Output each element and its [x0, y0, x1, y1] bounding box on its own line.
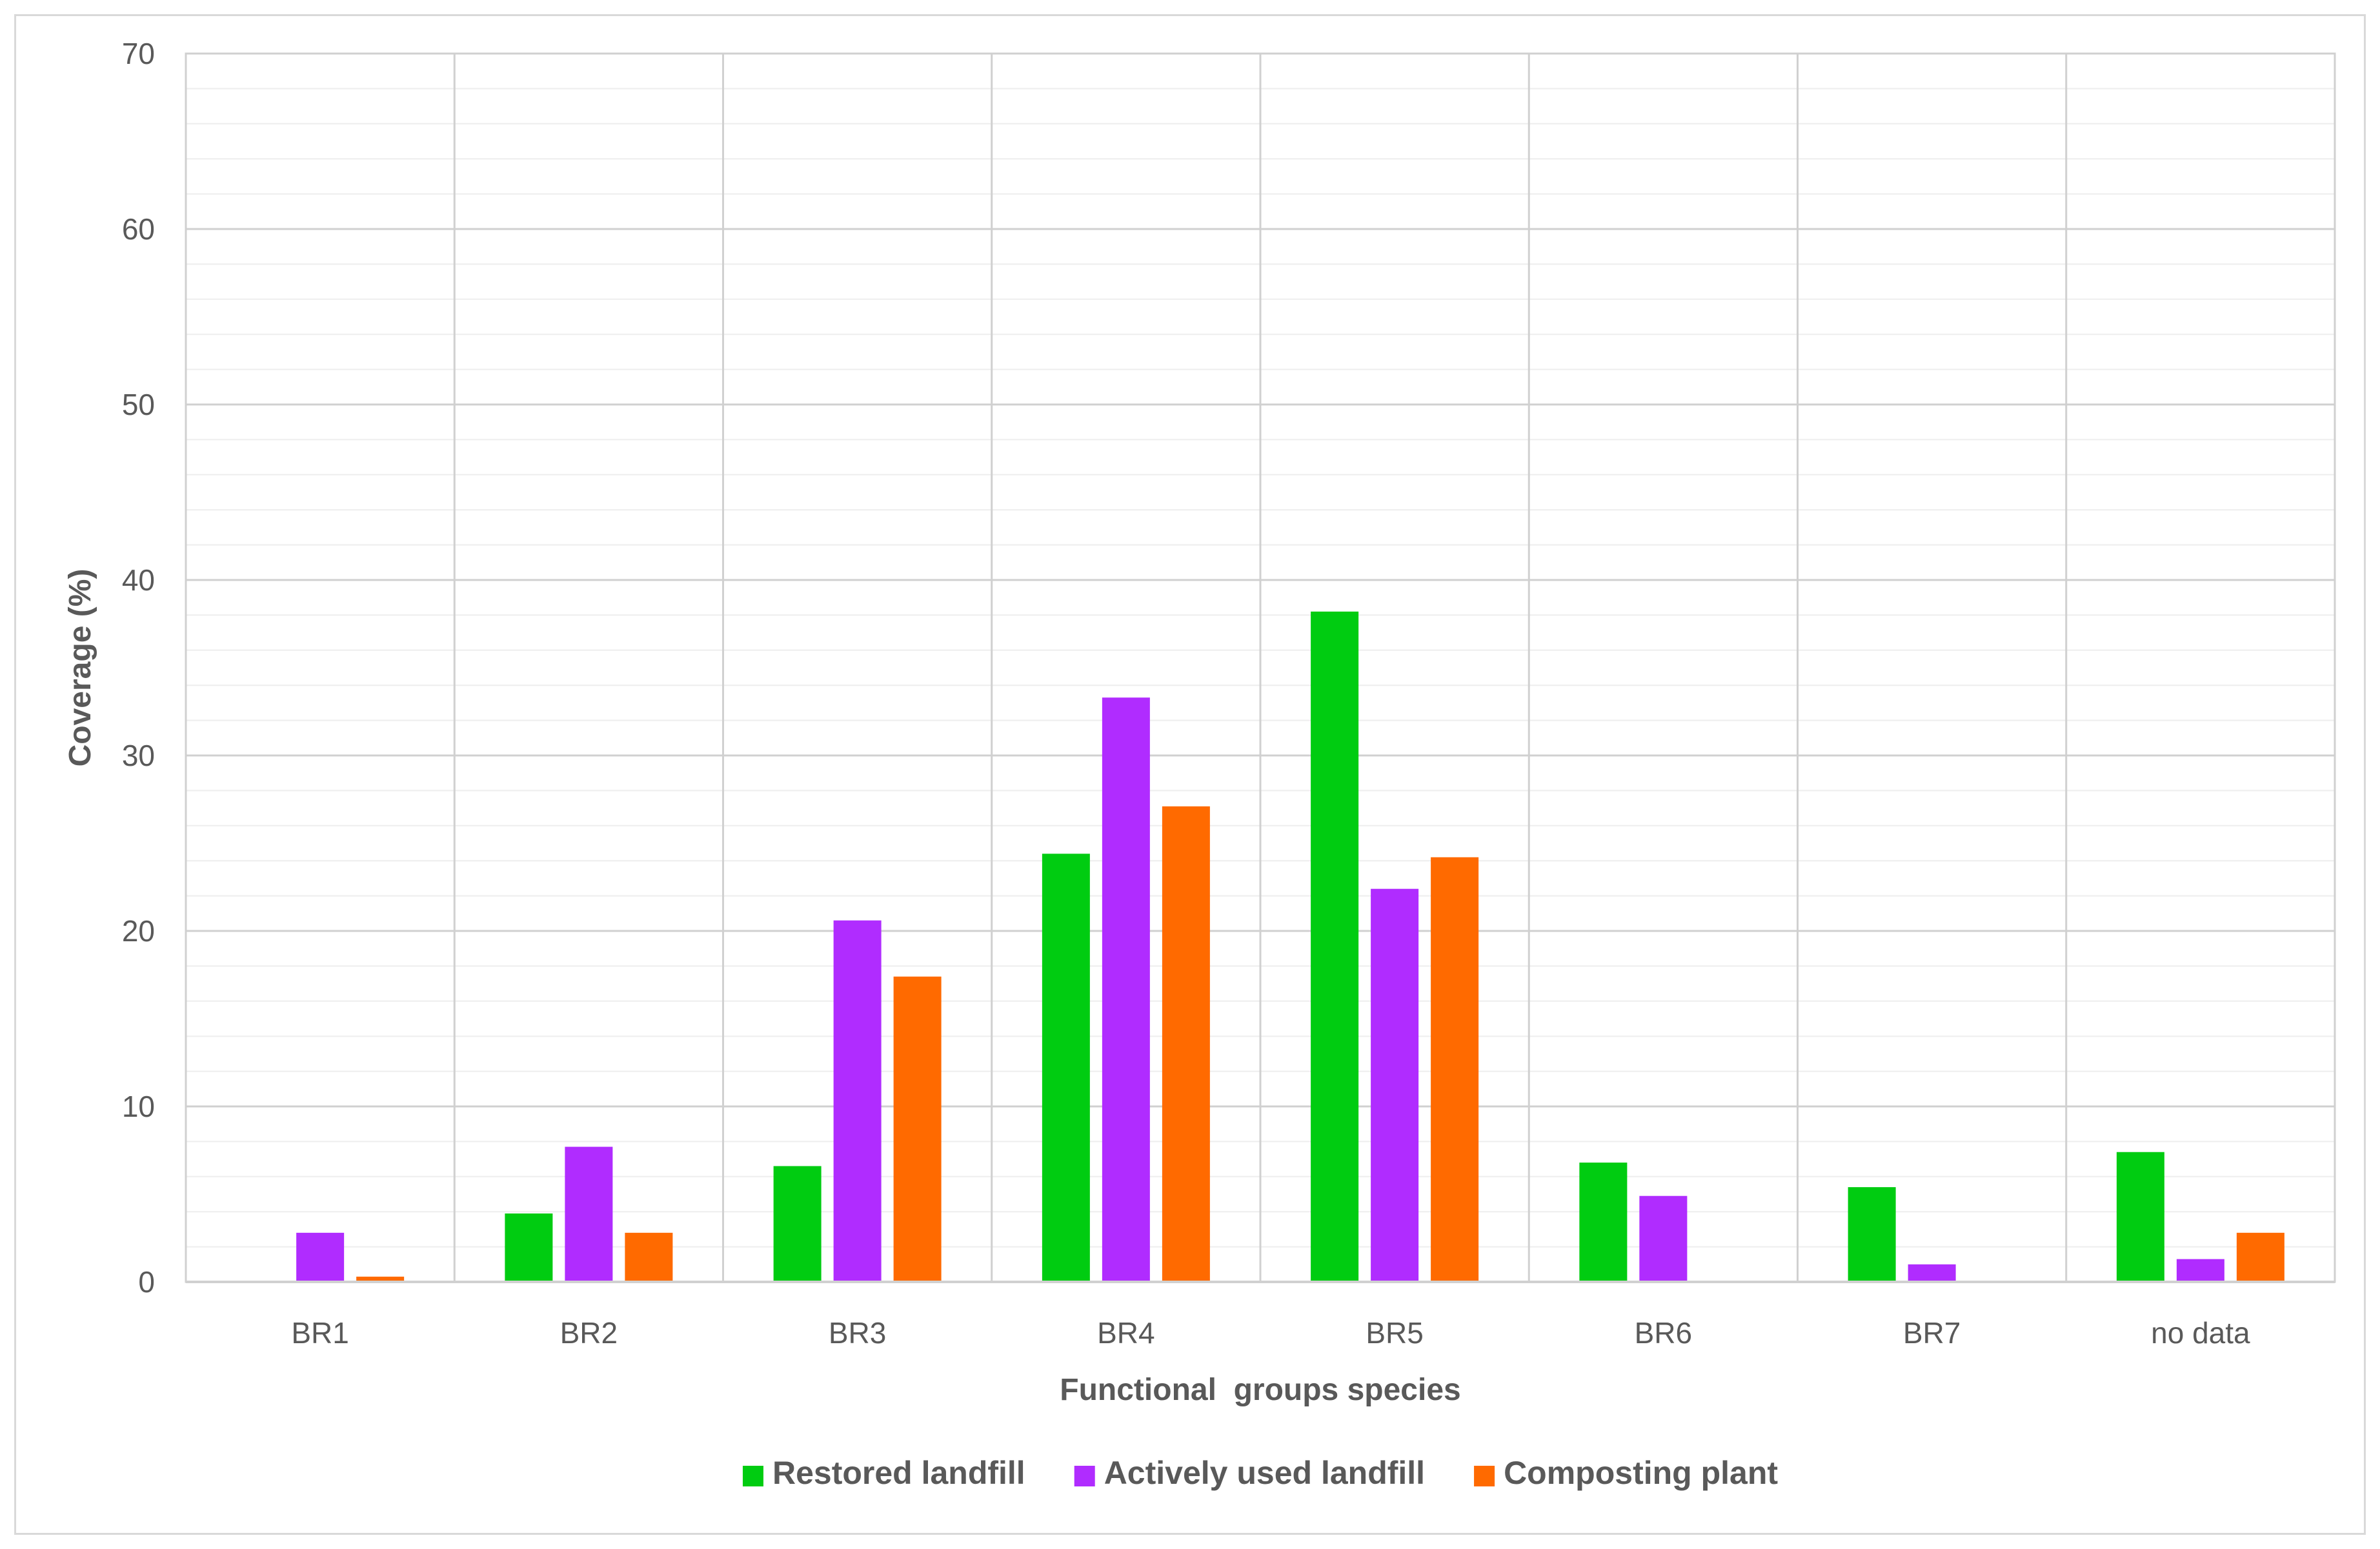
legend-label: Composting plant: [1504, 1455, 1778, 1491]
y-tick-label: 70: [122, 37, 155, 70]
bar-restored-landfill-br5: [1311, 611, 1359, 1283]
bar-restored-landfill-no-data: [2116, 1152, 2164, 1282]
y-tick-label: 10: [122, 1090, 155, 1123]
x-tick-label: BR5: [1366, 1316, 1423, 1350]
bar-composting-plant-no-data: [2236, 1232, 2284, 1282]
y-tick-label: 50: [122, 388, 155, 421]
legend-item-composting-plant: Composting plant: [1474, 1455, 1778, 1491]
legend-label: Restored landfill: [772, 1455, 1025, 1491]
bar-actively-used-landfill-br5: [1371, 888, 1419, 1282]
bar-composting-plant-br1: [356, 1276, 405, 1282]
legend-swatch: [1474, 1466, 1495, 1486]
y-tick-label: 30: [122, 739, 155, 772]
bar-actively-used-landfill-no-data: [2176, 1259, 2224, 1282]
bar-restored-landfill-br7: [1848, 1187, 1896, 1282]
bar-actively-used-landfill-br3: [833, 920, 882, 1282]
y-tick-label: 20: [122, 914, 155, 948]
legend-label: Actively used landfill: [1104, 1455, 1425, 1491]
bar-composting-plant-br3: [893, 976, 942, 1282]
x-tick-label: BR6: [1635, 1316, 1692, 1350]
bar-actively-used-landfill-br4: [1102, 697, 1150, 1282]
legend-swatch: [742, 1466, 763, 1486]
bar-composting-plant-br5: [1431, 857, 1479, 1282]
bar-restored-landfill-br6: [1579, 1163, 1628, 1282]
y-axis-title: Coverage (%): [63, 569, 97, 767]
x-tick-label: BR4: [1097, 1316, 1155, 1350]
y-axis-tick-labels: 0 10 20 30 40 50 60 70: [122, 37, 155, 1299]
bar-composting-plant-br2: [625, 1232, 673, 1282]
x-tick-label: BR1: [291, 1316, 348, 1350]
x-tick-label: BR3: [829, 1316, 886, 1350]
bars: [296, 611, 2284, 1283]
bar-actively-used-landfill-br1: [296, 1232, 345, 1282]
legend-item-actively-used-landfill: Actively used landfill: [1074, 1455, 1425, 1491]
bar-composting-plant-br4: [1162, 806, 1210, 1282]
legend-item-restored-landfill: Restored landfill: [742, 1455, 1025, 1491]
y-tick-label: 0: [138, 1265, 155, 1299]
x-tick-label: BR7: [1903, 1316, 1961, 1350]
legend-swatch: [1074, 1466, 1095, 1486]
bar-restored-landfill-br3: [773, 1166, 822, 1282]
x-axis-title: Functional groups species: [1060, 1373, 1460, 1407]
bar-actively-used-landfill-br7: [1908, 1264, 1956, 1282]
bar-restored-landfill-br2: [505, 1213, 553, 1282]
y-tick-label: 60: [122, 212, 155, 246]
category-dividers: [453, 54, 2068, 1282]
y-tick-label: 40: [122, 563, 155, 597]
bar-actively-used-landfill-br2: [565, 1146, 613, 1282]
x-axis-tick-labels: BR1 BR2 BR3 BR4 BR5 BR6 BR7 no data: [291, 1316, 2250, 1350]
legend: Restored landfill Actively used landfill C…: [742, 1455, 1778, 1491]
x-tick-label: BR2: [560, 1316, 618, 1350]
x-tick-label: no data: [2151, 1316, 2250, 1350]
bar-restored-landfill-br4: [1042, 854, 1090, 1282]
bar-actively-used-landfill-br6: [1639, 1195, 1688, 1282]
